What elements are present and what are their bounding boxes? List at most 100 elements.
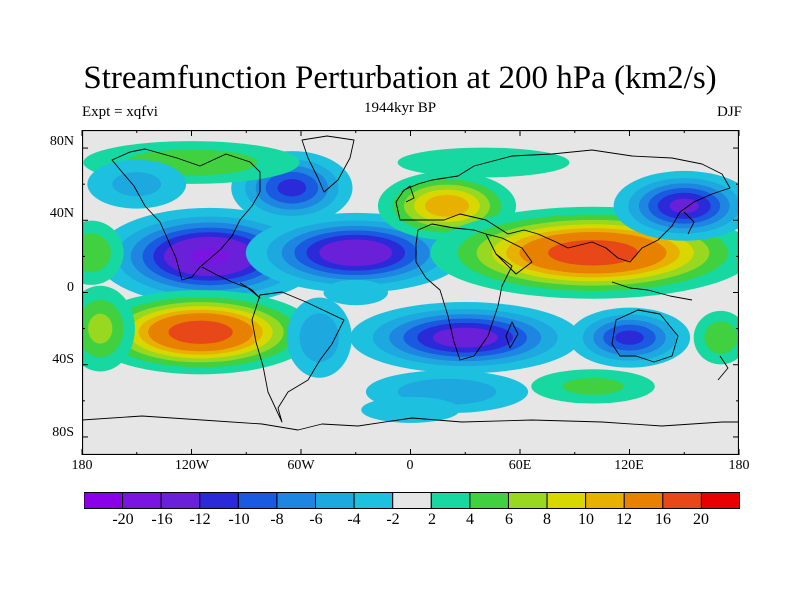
- colorbar-box: [585, 492, 625, 509]
- experiment-label: Expt = xqfvi: [82, 104, 158, 120]
- season-label: DJF: [716, 104, 742, 120]
- coast-south-america: [251, 291, 345, 423]
- colorbar-label: -10: [228, 511, 250, 528]
- streamfunction-anomaly: [693, 310, 739, 365]
- colorbar-box: [662, 492, 702, 509]
- streamfunction-anomaly: [350, 302, 581, 374]
- colorbar-label: -8: [270, 511, 284, 528]
- coast-central-america: [201, 266, 261, 299]
- streamfunction-anomaly: [361, 396, 460, 423]
- colorbar-box: [469, 492, 509, 509]
- colorbar-label: 2: [428, 511, 436, 528]
- colorbar-box: [392, 492, 432, 509]
- colorbar-label: -16: [151, 511, 173, 528]
- contour-fill: [432, 327, 498, 348]
- lon-label-60w: 60W: [287, 458, 315, 473]
- colorbar-box: [122, 492, 162, 509]
- lon-label-120w: 120W: [174, 458, 210, 473]
- coast-greenland: [301, 135, 355, 193]
- colorbar-box: [353, 492, 394, 509]
- lon-label-0: 0: [406, 458, 414, 473]
- streamfunction-anomaly: [531, 369, 655, 404]
- contour-fill: [669, 198, 699, 214]
- contour-fill: [277, 179, 307, 197]
- contour-fill: [112, 172, 162, 197]
- coast-japan: [683, 211, 695, 235]
- streamfunction-anomaly: [613, 170, 739, 241]
- colorbar-box: [199, 492, 239, 509]
- contour-fill: [615, 330, 644, 345]
- contour-fill: [168, 320, 233, 344]
- colorbar-label: 20: [693, 511, 709, 528]
- coast-indonesia: [611, 281, 693, 301]
- streamfunction-anomaly: [286, 297, 352, 378]
- lon-label-180e: 180: [728, 458, 750, 473]
- colorbar-label: 6: [505, 511, 513, 528]
- contour-fill: [82, 233, 111, 273]
- colorbar-label: 10: [578, 511, 594, 528]
- lat-label-40s: 40S: [52, 352, 74, 367]
- lat-label-80n: 80N: [49, 134, 74, 149]
- colorbar-box: [237, 492, 278, 509]
- contour-field: [82, 141, 739, 423]
- coast-europe-asia: [395, 149, 731, 263]
- colorbar-box: [315, 492, 355, 509]
- streamfunction-anomaly: [568, 307, 691, 368]
- streamfunction-anomaly: [430, 206, 739, 299]
- colorbar-box: [623, 492, 664, 509]
- streamfunction-anomaly: [377, 171, 517, 241]
- coastlines: [82, 135, 739, 431]
- contour-fill: [319, 239, 393, 267]
- contour-fill: [424, 194, 470, 217]
- lat-label-40n: 40N: [49, 206, 74, 221]
- lat-label-80s: 80S: [52, 425, 74, 440]
- coast-australia: [611, 309, 679, 363]
- time-label: 1944kyr BP: [363, 100, 437, 116]
- lat-label-equator: 0: [67, 280, 74, 295]
- contour-fill: [88, 313, 113, 344]
- colorbar-label: -12: [189, 511, 211, 528]
- streamfunction-anomaly: [397, 147, 570, 178]
- colorbar-label: -2: [386, 511, 400, 528]
- streamfunction-map: [82, 130, 739, 455]
- contour-fill: [562, 377, 624, 395]
- colorbar-box: [546, 492, 587, 509]
- lon-label-180w: 180: [71, 458, 93, 473]
- coast-north-america: [111, 148, 261, 281]
- coast-madagascar: [505, 321, 519, 349]
- coast-antarctica: [82, 415, 739, 431]
- contour-fill: [299, 313, 339, 363]
- contour-fill: [548, 240, 638, 266]
- streamfunction-anomaly: [245, 212, 466, 293]
- colorbar-box: [700, 492, 740, 509]
- contour-fill: [704, 321, 738, 354]
- map-title: Streamfunction Perturbation at 200 hPa (…: [83, 60, 717, 96]
- lon-label-60e: 60E: [508, 458, 532, 473]
- contour-fill: [190, 248, 229, 265]
- colorbar-box: [430, 492, 471, 509]
- colorbar-label: -4: [347, 511, 361, 528]
- contour-fill: [323, 279, 388, 306]
- colorbar-label: 16: [655, 511, 671, 528]
- coast-british-isles: [401, 185, 415, 203]
- streamfunction-anomaly: [87, 159, 187, 209]
- lon-label-120e: 120E: [614, 458, 644, 473]
- colorbar-box: [276, 492, 317, 509]
- colorbar-label: 8: [543, 511, 551, 528]
- contour-fill: [397, 147, 570, 178]
- coast-arabia: [485, 233, 533, 275]
- streamfunction-anomaly: [82, 285, 135, 372]
- colorbar-box: [507, 492, 548, 509]
- coast-new-zealand: [717, 355, 729, 381]
- streamfunction-anomaly: [82, 220, 124, 285]
- streamfunction-anomaly: [323, 279, 388, 306]
- colorbar-box: [84, 492, 124, 509]
- streamfunction-anomaly: [84, 290, 317, 375]
- colorbar-box: [160, 492, 201, 509]
- colorbar: [84, 492, 740, 509]
- colorbar-label: -20: [112, 511, 134, 528]
- colorbar-label: 4: [466, 511, 474, 528]
- colorbar-label: 12: [616, 511, 632, 528]
- colorbar-label: -6: [309, 511, 323, 528]
- coast-africa: [415, 223, 513, 361]
